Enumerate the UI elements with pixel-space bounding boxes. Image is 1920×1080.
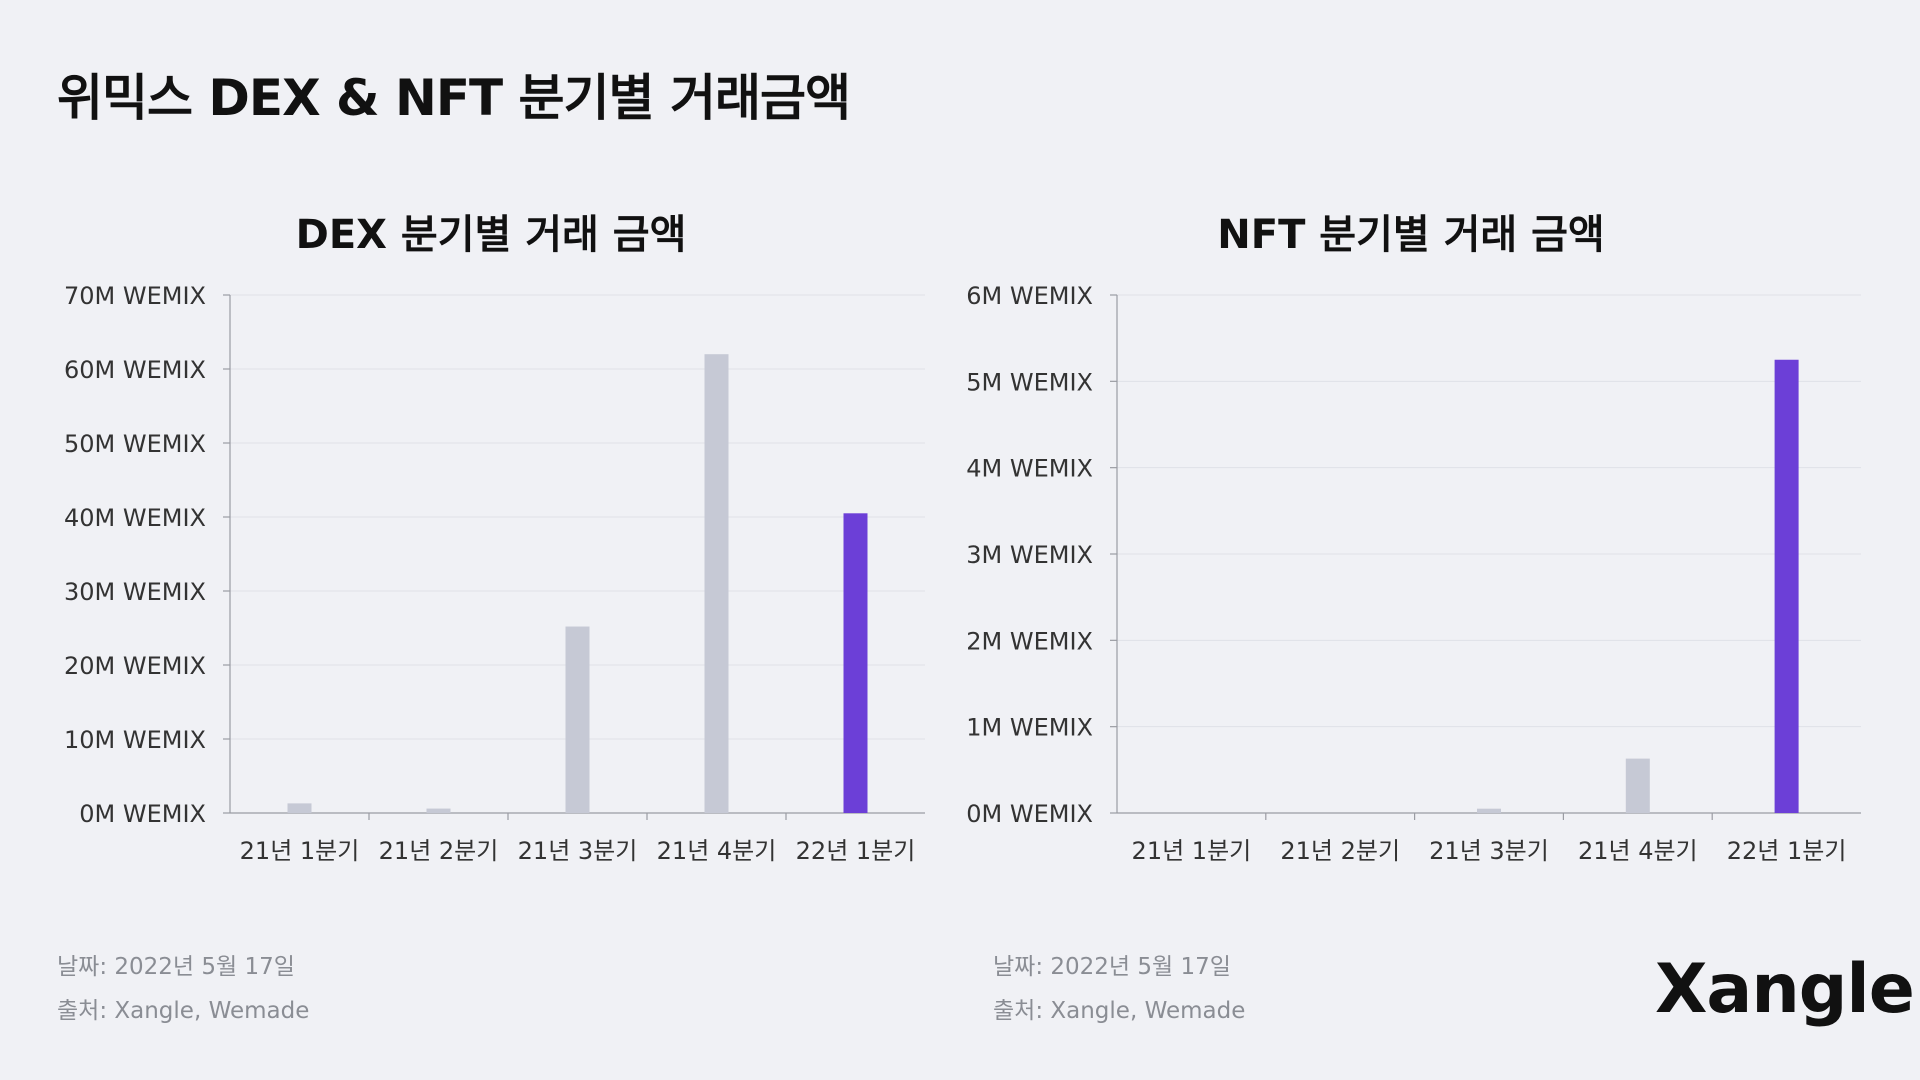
bar [704, 354, 729, 813]
source-note: 출처: Xangle, Wemade [57, 998, 310, 1024]
y-tick-label: 20M WEMIX [64, 652, 206, 680]
date-note: 날짜: 2022년 5월 17일 [993, 954, 1231, 980]
chart-title: NFT 분기별 거래 금액 [1217, 212, 1604, 258]
x-tick-label: 21년 2분기 [379, 837, 499, 865]
x-tick-label: 21년 1분기 [240, 837, 360, 865]
date-note: 날짜: 2022년 5월 17일 [57, 954, 295, 980]
y-tick-label: 0M WEMIX [79, 800, 206, 828]
x-tick-label: 21년 4분기 [1578, 837, 1698, 865]
x-tick-label: 22년 1분기 [796, 837, 916, 865]
y-tick-label: 40M WEMIX [64, 504, 206, 532]
footnote-right: 날짜: 2022년 5월 17일 출처: Xangle, Wemade [993, 945, 1245, 1033]
x-tick-label: 21년 3분기 [1429, 837, 1549, 865]
x-tick-label: 21년 1분기 [1132, 837, 1252, 865]
bar [426, 808, 451, 813]
x-tick-label: 21년 3분기 [518, 837, 638, 865]
page-title: 위믹스 DEX & NFT 분기별 거래금액 [57, 69, 851, 127]
x-tick-label: 21년 4분기 [657, 837, 777, 865]
y-tick-label: 3M WEMIX [966, 541, 1093, 569]
xangle-logo: Xangle [1655, 950, 1915, 1029]
x-tick-label: 22년 1분기 [1727, 837, 1847, 865]
y-tick-label: 30M WEMIX [64, 578, 206, 606]
bar [1477, 808, 1501, 813]
y-tick-label: 0M WEMIX [966, 800, 1093, 828]
x-tick-label: 21년 2분기 [1280, 837, 1400, 865]
y-tick-label: 10M WEMIX [64, 726, 206, 754]
y-tick-label: 1M WEMIX [966, 714, 1093, 742]
source-note: 출처: Xangle, Wemade [993, 998, 1246, 1024]
y-tick-label: 5M WEMIX [966, 368, 1093, 396]
y-tick-label: 4M WEMIX [966, 455, 1093, 483]
nft-chart: NFT 분기별 거래 금액 0M WEMIX 1M WEMIX 2M WEMIX 3M … [966, 212, 1861, 865]
y-tick-label: 6M WEMIX [966, 282, 1093, 310]
bar [565, 626, 590, 813]
y-tick-label: 50M WEMIX [64, 430, 206, 458]
y-tick-label: 70M WEMIX [64, 282, 206, 310]
bar [843, 513, 868, 813]
y-tick-label: 60M WEMIX [64, 356, 206, 384]
bar [1625, 758, 1650, 813]
bar [1774, 359, 1799, 813]
chart-title: DEX 분기별 거래 금액 [296, 212, 687, 258]
dex-chart: DEX 분기별 거래 금액 0M WEMIX 10M WEMIX 20M WEMIX 3… [64, 212, 925, 865]
bar [287, 803, 312, 813]
footnote-left: 날짜: 2022년 5월 17일 출처: Xangle, Wemade [57, 945, 309, 1033]
y-tick-label: 2M WEMIX [966, 627, 1093, 655]
